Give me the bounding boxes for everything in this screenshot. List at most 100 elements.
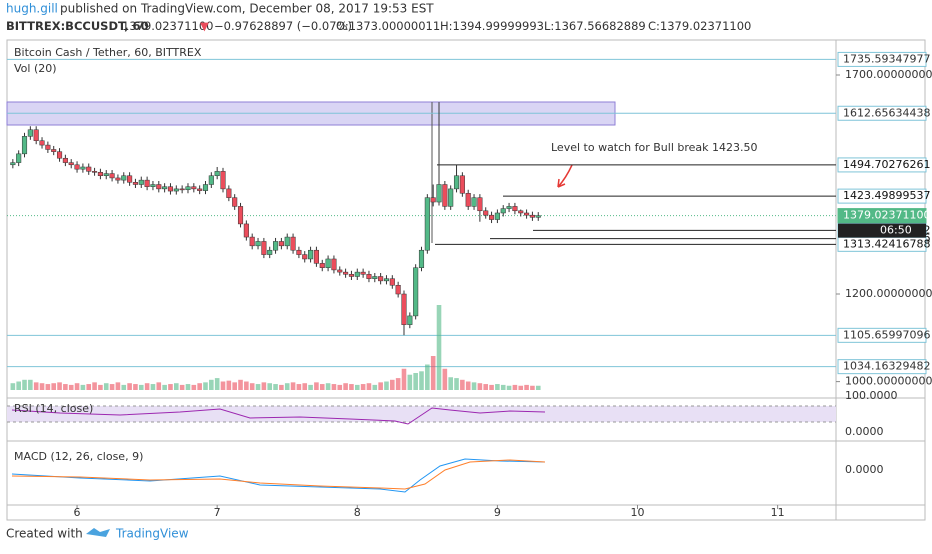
candle-body — [86, 166, 92, 172]
volume-bar — [261, 382, 267, 390]
volume-bar — [354, 384, 360, 390]
volume-bar — [489, 384, 494, 390]
rsi-tick: 100.0000 — [845, 389, 898, 402]
volume-bar — [360, 384, 366, 390]
volume-bar — [296, 384, 302, 390]
volume-bar — [331, 384, 337, 390]
line-label: 1735.59347977 — [843, 52, 930, 65]
volume-bar — [419, 371, 424, 390]
published: published on TradingView.com, December 0… — [60, 2, 434, 16]
volume-bar — [442, 368, 448, 390]
volume-bar — [68, 384, 74, 390]
candle-body — [337, 269, 343, 273]
candle-body — [524, 212, 530, 216]
candle-body — [109, 173, 115, 179]
candle-body — [27, 129, 33, 137]
candle-body — [132, 182, 138, 185]
volume-bar — [127, 383, 132, 390]
candle-body — [127, 175, 133, 183]
candle-body — [465, 193, 471, 207]
volume-bar — [343, 383, 348, 390]
candle-body — [512, 206, 518, 212]
volume-bar — [483, 384, 489, 390]
candle-body — [313, 249, 319, 264]
volume-bar — [226, 380, 232, 390]
candle-body — [243, 223, 249, 238]
annotation: Level to watch for Bull break 1423.50 — [551, 141, 758, 154]
candle-body — [214, 171, 220, 176]
candle-body — [255, 241, 261, 247]
candle-body — [302, 254, 308, 260]
volume-bar — [244, 381, 249, 390]
footer-brand[interactable]: TradingView — [115, 527, 189, 541]
candle-body — [290, 236, 296, 251]
volume-bar — [430, 356, 436, 390]
candle-body — [506, 206, 512, 209]
volume-bar — [448, 377, 453, 390]
low: L:1367.56682889 — [544, 19, 646, 33]
ray-label-box — [837, 188, 927, 204]
candle-body — [10, 162, 16, 166]
candle-body — [348, 274, 354, 277]
ray-label: 1423.49899537 — [843, 189, 930, 202]
volume-bar — [407, 374, 413, 390]
volume-bar — [86, 384, 92, 390]
volume-bar — [185, 384, 191, 390]
candle-body — [430, 197, 436, 203]
last-price-label-box — [837, 208, 927, 224]
candle-body — [16, 153, 22, 163]
volume-bar — [384, 381, 389, 390]
volume-bar — [191, 384, 197, 390]
candle-body — [471, 197, 477, 207]
candle-body — [319, 263, 325, 268]
volume-bar — [28, 379, 33, 390]
x-tick-label: 10 — [631, 506, 645, 519]
candle-body — [366, 274, 372, 279]
volume-bar — [436, 305, 442, 390]
arrow — [557, 164, 573, 188]
volume-bar — [238, 379, 243, 390]
candle-body — [418, 249, 425, 268]
line-label: 1105.65997096 — [843, 328, 930, 341]
volume-bar — [349, 384, 354, 390]
ticker-row: BITTREX:BCCUSDT, 60 1379.02371100 ▼ −0.9… — [6, 19, 751, 33]
user[interactable]: hugh.gill — [6, 2, 58, 16]
ray-label: 1494.70276261 — [843, 158, 930, 171]
candle-body — [185, 186, 191, 191]
volume-bar — [156, 382, 162, 390]
volume-bar — [471, 382, 477, 390]
candle-body — [354, 271, 360, 277]
candle-body — [389, 278, 395, 286]
volume-bar — [401, 368, 407, 390]
candle-body — [407, 315, 413, 325]
candle-body — [197, 188, 203, 191]
candle-body — [45, 144, 51, 150]
candle-body — [191, 186, 197, 190]
candle-body — [115, 177, 121, 181]
volume-bar — [267, 383, 273, 390]
y-tick-label: 1200.00000000 — [845, 287, 932, 300]
candle-body — [272, 241, 279, 251]
volume-bar — [390, 379, 395, 390]
volume-bar — [284, 383, 290, 390]
candle-body — [401, 293, 407, 325]
volume-bar — [115, 382, 121, 390]
volume-bar — [524, 384, 529, 390]
candle-body — [202, 184, 209, 191]
candle-body — [343, 271, 349, 275]
volume-bar — [518, 385, 524, 390]
volume-bar — [92, 382, 97, 390]
footer-created: Created with — [6, 527, 83, 541]
volume-bar — [395, 378, 401, 390]
volume-bar — [63, 384, 68, 390]
volume-bar — [279, 384, 284, 390]
y-tick-label: 1700.00000000 — [845, 68, 932, 81]
chart-title: Bitcoin Cash / Tether, 60, BITTREX — [14, 46, 202, 59]
volume-bar — [74, 383, 80, 390]
candle-body — [144, 179, 150, 187]
candle-body — [331, 258, 337, 271]
countdown-box — [838, 223, 926, 238]
candle-body — [267, 249, 273, 255]
candle-body — [138, 179, 144, 185]
